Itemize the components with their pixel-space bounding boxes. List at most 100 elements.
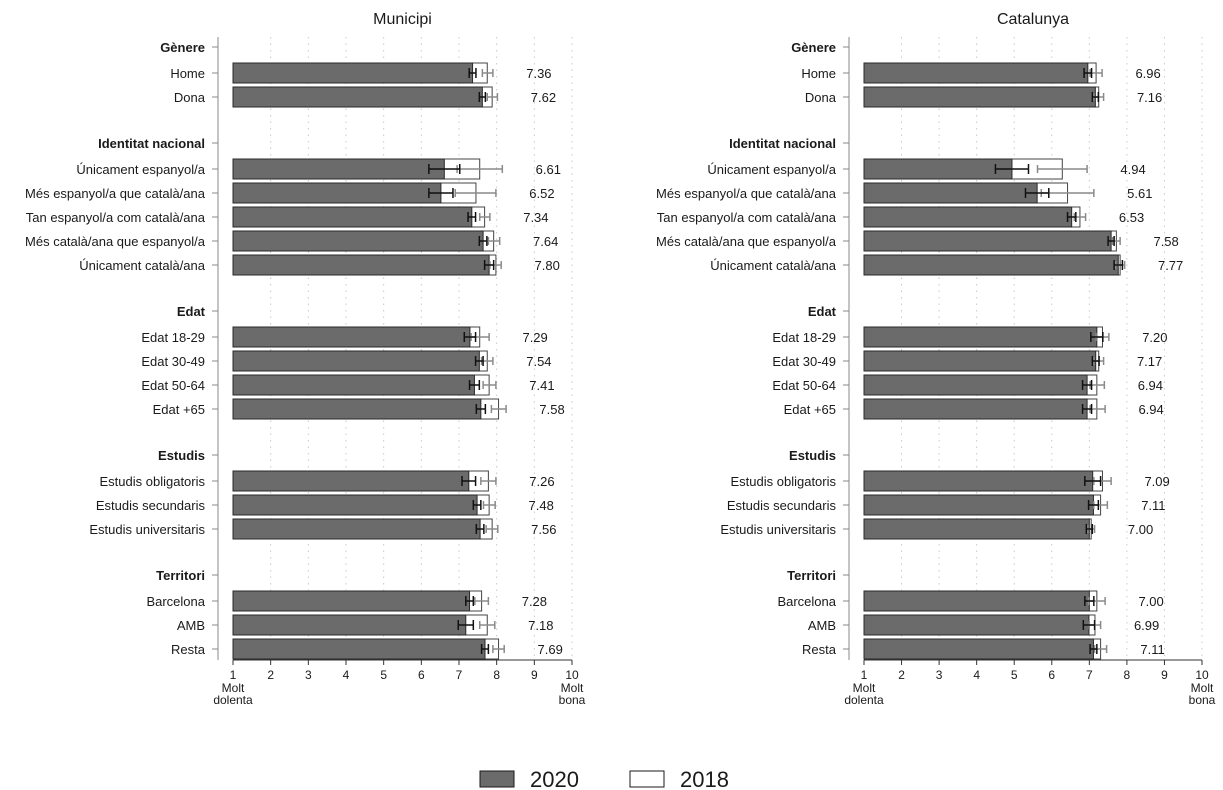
error-bar-2020 <box>475 404 487 414</box>
value-label: 6.53 <box>1119 210 1144 225</box>
bar-row: Barcelona 7.00 <box>777 590 1164 612</box>
x-tick-label: 5 <box>1011 668 1018 682</box>
value-label: 7.28 <box>522 594 547 609</box>
error-bar-2020 <box>474 356 484 366</box>
value-label: 7.18 <box>528 618 553 633</box>
error-bar-2020 <box>428 188 454 198</box>
legend-label-2018: 2018 <box>680 767 729 790</box>
group-label: Territori <box>787 568 836 583</box>
value-label: 7.80 <box>535 258 560 273</box>
bar-2020 <box>863 326 1098 348</box>
category-label: Estudis secundaris <box>96 498 206 513</box>
error-bar-2020 <box>1081 404 1093 414</box>
bar-row: Edat 30-49 7.54 <box>141 350 552 372</box>
x-tick-label: 1 <box>230 668 237 682</box>
category-label: Més espanyol/a que català/ana <box>656 186 837 201</box>
bar-2020 <box>863 158 1013 180</box>
value-label: 7.56 <box>531 522 556 537</box>
bar-row: Dona 7.16 <box>805 86 1162 108</box>
group-label: Estudis <box>158 448 205 463</box>
group-label: Territori <box>156 568 205 583</box>
value-label: 6.99 <box>1134 618 1159 633</box>
value-label: 7.69 <box>538 642 563 657</box>
bar-row: Tan espanyol/a com català/ana 6.53 <box>657 206 1144 228</box>
bar-row: Estudis secundaris 7.11 <box>727 494 1166 516</box>
category-label: Estudis universitaris <box>89 522 205 537</box>
error-bar-2020 <box>467 212 477 222</box>
bar-2020 <box>232 614 467 636</box>
x-tick-label: 2 <box>267 668 274 682</box>
bar-row: Dona 7.62 <box>174 86 556 108</box>
error-bar-2018 <box>454 189 497 197</box>
bar-2020 <box>863 470 1094 492</box>
category-label: Edat 50-64 <box>141 378 205 393</box>
legend-swatch-2020 <box>479 770 515 788</box>
bar-2020 <box>863 638 1094 660</box>
x-tick-label: 9 <box>531 668 538 682</box>
bar-2020 <box>232 518 481 540</box>
error-bar-2020 <box>1084 596 1095 606</box>
error-bar-2020 <box>428 164 461 174</box>
error-bar-2020 <box>1081 380 1093 390</box>
category-label: Dona <box>805 90 837 105</box>
error-bar-2020 <box>1089 644 1098 654</box>
bar-row: Edat 30-49 7.17 <box>772 350 1162 372</box>
value-label: 7.20 <box>1142 330 1167 345</box>
bar-2020 <box>232 326 471 348</box>
bar-row: Edat 50-64 6.94 <box>772 374 1163 396</box>
bar-2020 <box>232 206 473 228</box>
category-label: Barcelona <box>777 594 836 609</box>
bar-row: Estudis universitaris 7.56 <box>89 518 556 540</box>
bar-row: Home 6.96 <box>801 62 1161 84</box>
bar-row: Més català/ana que espanyol/a 7.58 <box>656 230 1179 252</box>
category-label: Únicament català/ana <box>79 258 206 273</box>
bar-2020 <box>232 374 475 396</box>
category-label: Resta <box>171 642 206 657</box>
bar-2020 <box>863 374 1088 396</box>
bar-row: Més espanyol/a que català/ana 6.52 <box>25 182 555 204</box>
value-label: 7.11 <box>1140 642 1164 657</box>
bar-2020 <box>232 158 445 180</box>
group-label: Edat <box>808 304 837 319</box>
error-bar-2020 <box>478 92 487 102</box>
value-label: 7.09 <box>1144 474 1169 489</box>
bar-2020 <box>863 86 1096 108</box>
value-label: 7.34 <box>523 210 548 225</box>
error-bar-2020 <box>457 620 475 630</box>
error-bar-2018 <box>485 525 499 533</box>
x-tick-label: 10 <box>565 668 579 682</box>
value-label: 7.48 <box>529 498 554 513</box>
bar-row: Més català/ana que espanyol/a 7.64 <box>25 230 558 252</box>
x-max-label: Molt <box>561 681 584 695</box>
error-bar-2018 <box>486 93 499 101</box>
bar-2020 <box>863 230 1112 252</box>
error-bar-2020 <box>1083 68 1093 78</box>
x-min-label: Molt <box>222 681 245 695</box>
bar-row: Estudis secundaris 7.48 <box>96 494 554 516</box>
value-label: 7.00 <box>1128 522 1153 537</box>
value-label: 6.94 <box>1138 378 1163 393</box>
category-label: Edat 30-49 <box>772 354 836 369</box>
value-label: 5.61 <box>1127 186 1152 201</box>
bar-2020 <box>863 254 1119 276</box>
error-bar-2018 <box>490 405 507 413</box>
error-bar-2020 <box>1024 188 1050 198</box>
value-label: 7.58 <box>539 402 564 417</box>
x-tick-label: 7 <box>1086 668 1093 682</box>
category-label: Únicament espanyol/a <box>707 162 836 177</box>
error-bar-2020 <box>1091 356 1100 366</box>
x-min-label: Molt <box>853 681 876 695</box>
x-tick-label: 7 <box>456 668 463 682</box>
bar-row: Home 7.36 <box>170 62 552 84</box>
x-tick-label: 10 <box>1195 668 1209 682</box>
group-label: Identitat nacional <box>729 136 836 151</box>
bar-row: Tan espanyol/a com català/ana 7.34 <box>26 206 549 228</box>
x-max-label: Molt <box>1191 681 1214 695</box>
x-tick-label: 4 <box>343 668 350 682</box>
error-bar-2018 <box>478 213 491 221</box>
value-label: 7.36 <box>526 66 551 81</box>
error-bar-2020 <box>1066 212 1077 222</box>
group-label: Gènere <box>791 40 836 55</box>
